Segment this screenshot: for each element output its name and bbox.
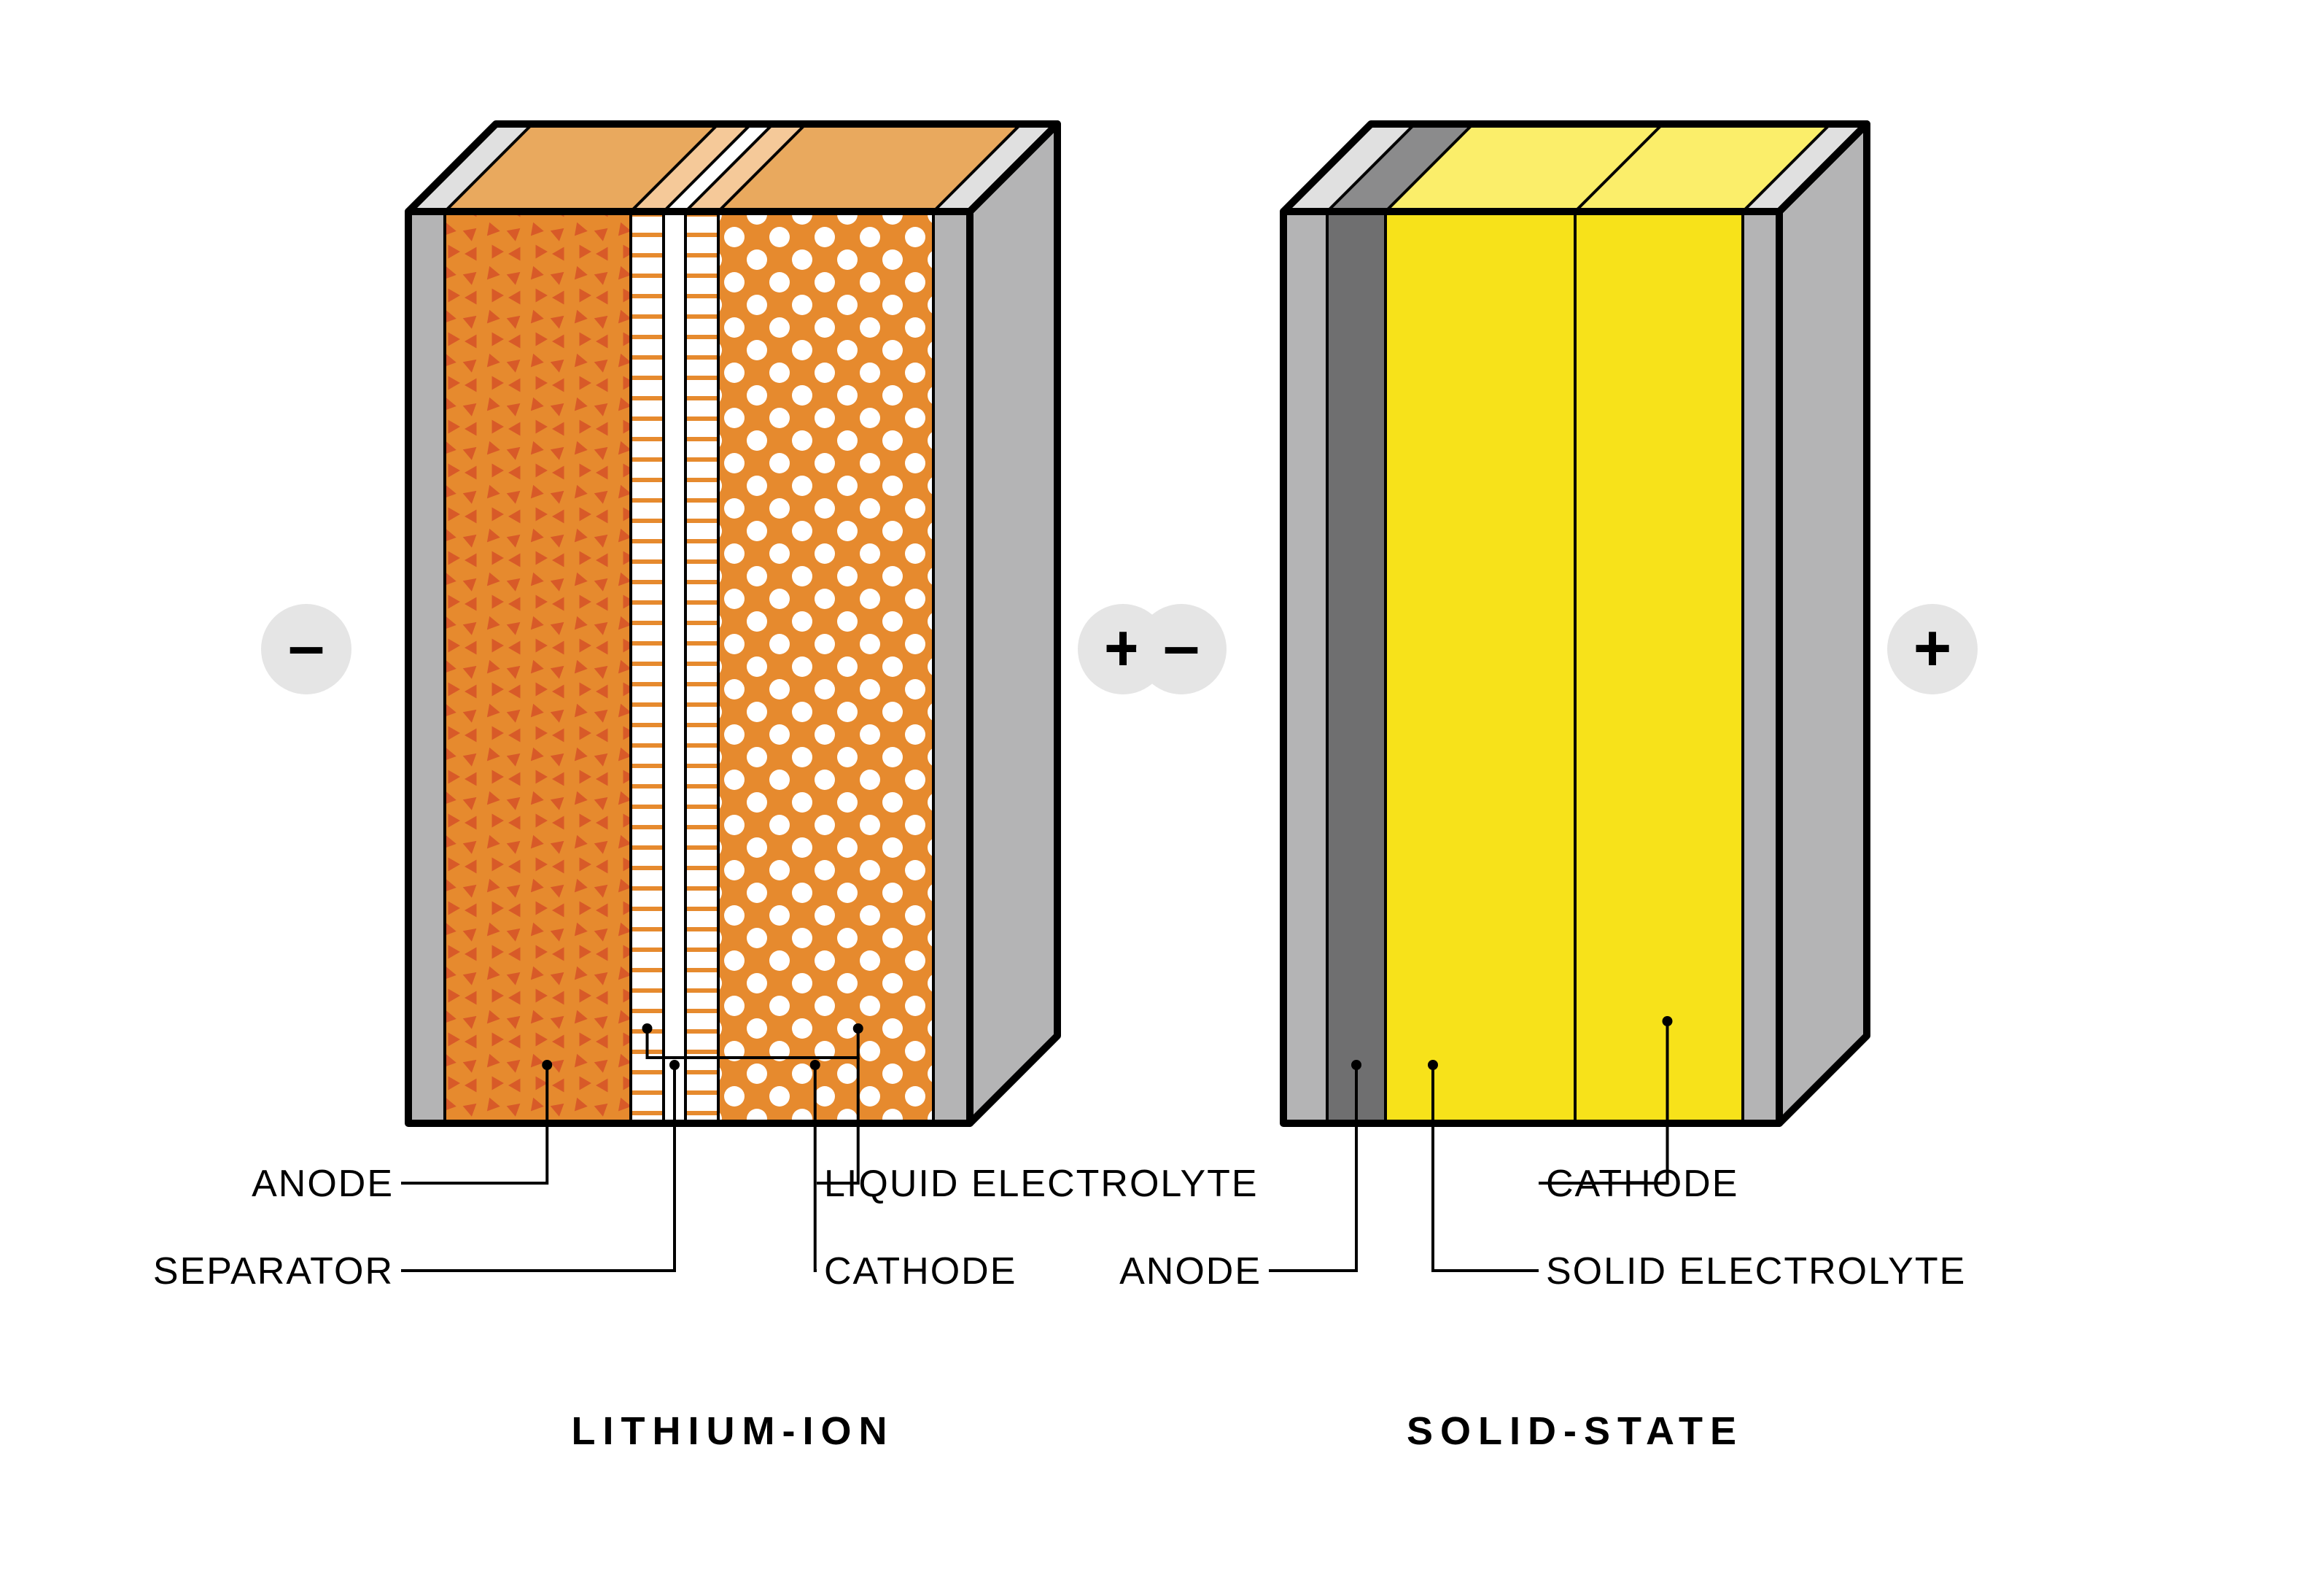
li-liquid-label: LIQUID ELECTROLYTE — [824, 1163, 1259, 1205]
solid-state-block — [1283, 124, 1867, 1123]
ss-anode-label: ANODE — [1119, 1250, 1262, 1293]
li-caption: LITHIUM-ION — [572, 1409, 895, 1453]
battery-diagram: –+–+ANODESEPARATORLIQUID ELECTROLYTECATH… — [0, 0, 2324, 1577]
svg-text:+: + — [1913, 612, 1952, 685]
svg-text:–: – — [1163, 610, 1200, 683]
ss-solid-label: SOLID ELECTROLYTE — [1546, 1250, 1966, 1293]
svg-text:–: – — [288, 610, 324, 683]
ss-cathode-label: CATHODE — [1546, 1163, 1738, 1205]
lithium-ion-block — [408, 124, 1057, 1123]
li-separator-label: SEPARATOR — [153, 1250, 394, 1293]
li-cathode-label: CATHODE — [824, 1250, 1017, 1293]
ss-neg-terminal: – — [1136, 604, 1227, 694]
diagram-svg: –+–+ANODESEPARATORLIQUID ELECTROLYTECATH… — [0, 0, 2324, 1577]
ss-caption: SOLID-STATE — [1407, 1409, 1744, 1453]
li-neg-terminal: – — [261, 604, 351, 694]
ss-pos-terminal: + — [1887, 604, 1978, 694]
li-anode-label: ANODE — [252, 1163, 394, 1205]
